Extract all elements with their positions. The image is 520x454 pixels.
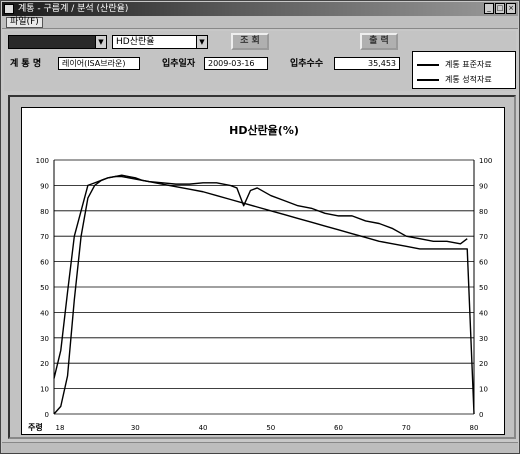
plot-area: HD산란율(%) 0 0 10 10 20 20 30 30 40 40 50 50 60 60 70 70 8… xyxy=(21,107,505,435)
menu-bar: 파일(F) xyxy=(2,16,518,29)
legend: 계통 표준자료 계통 성적자료 xyxy=(412,51,516,89)
x-tick-label: 70 xyxy=(402,424,411,432)
y-tick-label-right: 0 xyxy=(479,411,483,419)
y-tick-label-right: 60 xyxy=(479,259,488,267)
y-tick-label: 90 xyxy=(40,182,49,190)
x-tick-label: 60 xyxy=(334,424,343,432)
count-label: 입추수수 xyxy=(290,59,324,69)
series-line-actual xyxy=(53,174,468,379)
close-icon[interactable]: × xyxy=(506,3,516,14)
y-tick-label: 30 xyxy=(40,335,49,343)
window-controls: _ □ × xyxy=(484,3,516,14)
minimize-icon[interactable]: _ xyxy=(484,3,494,14)
chart-panel: HD산란율(%) 0 0 10 10 20 20 30 30 40 40 50 50 60 60 70 70 8… xyxy=(8,95,516,439)
y-tick-label-right: 70 xyxy=(479,233,488,241)
legend-item-standard: 계통 표준자료 xyxy=(417,59,492,70)
y-tick-label-right: 50 xyxy=(479,284,488,292)
x-tick-label: 40 xyxy=(199,424,208,432)
x-tick-label: 50 xyxy=(266,424,275,432)
x-tick-label: 18 xyxy=(56,424,65,432)
name-field[interactable]: 레이어(ISA브라운) xyxy=(58,57,140,70)
y-tick-label: 70 xyxy=(40,233,49,241)
x-axis-label: 주령 xyxy=(28,422,43,432)
legend-line-actual xyxy=(417,78,439,81)
app-icon xyxy=(4,4,14,14)
legend-item-actual: 계통 성적자료 xyxy=(417,74,492,85)
toolbar: ▼ HD산란율 ▼ 조 회 출 력 계 통 명 레이어(ISA브라운) 입추일자… xyxy=(4,31,516,91)
status-bar xyxy=(2,442,518,453)
legend-label-standard: 계통 표준자료 xyxy=(445,60,492,69)
legend-line-standard xyxy=(417,63,439,66)
y-tick-label-right: 20 xyxy=(479,360,488,368)
y-tick-label: 50 xyxy=(40,284,49,292)
y-tick-label-right: 80 xyxy=(479,208,488,216)
category-select[interactable]: ▼ xyxy=(8,35,107,49)
y-tick-label-right: 30 xyxy=(479,335,488,343)
y-tick-label: 0 xyxy=(45,411,49,419)
chart-title: HD산란율(%) xyxy=(229,123,299,137)
chevron-down-icon[interactable]: ▼ xyxy=(196,36,207,48)
y-tick-label-right: 40 xyxy=(479,309,488,317)
search-button[interactable]: 조 회 xyxy=(231,33,269,50)
line-chart: HD산란율(%) 0 0 10 10 20 20 30 30 40 40 50 50 60 60 70 70 8… xyxy=(28,123,492,432)
y-tick-label: 20 xyxy=(40,360,49,368)
window-title: 계통 - 구름계 / 분석 (산란율) xyxy=(18,4,129,14)
print-button[interactable]: 출 력 xyxy=(360,33,398,50)
legend-label-actual: 계통 성적자료 xyxy=(445,75,492,84)
y-tick-label: 60 xyxy=(40,259,49,267)
metric-select[interactable]: HD산란율 ▼ xyxy=(112,35,208,49)
count-field[interactable]: 35,453 xyxy=(334,57,400,70)
y-tick-label-right: 10 xyxy=(479,386,488,394)
x-tick-label: 80 xyxy=(470,424,479,432)
series-line-standard xyxy=(53,175,475,415)
y-tick-label-right: 90 xyxy=(479,182,488,190)
menu-file[interactable]: 파일(F) xyxy=(6,17,43,28)
title-bar[interactable]: 계통 - 구름계 / 분석 (산란율) _ □ × xyxy=(2,2,518,16)
y-tick-label: 40 xyxy=(40,309,49,317)
y-tick-label-right: 100 xyxy=(479,157,492,165)
date-field[interactable]: 2009-03-16 xyxy=(204,57,268,70)
name-label: 계 통 명 xyxy=(10,59,42,69)
y-tick-label: 80 xyxy=(40,208,49,216)
maximize-icon[interactable]: □ xyxy=(495,3,505,14)
metric-select-value: HD산란율 xyxy=(116,37,155,47)
y-tick-label: 100 xyxy=(36,157,49,165)
date-label: 입추일자 xyxy=(162,59,196,69)
chevron-down-icon[interactable]: ▼ xyxy=(95,36,106,48)
x-tick-label: 30 xyxy=(131,424,140,432)
y-tick-label: 10 xyxy=(40,386,49,394)
